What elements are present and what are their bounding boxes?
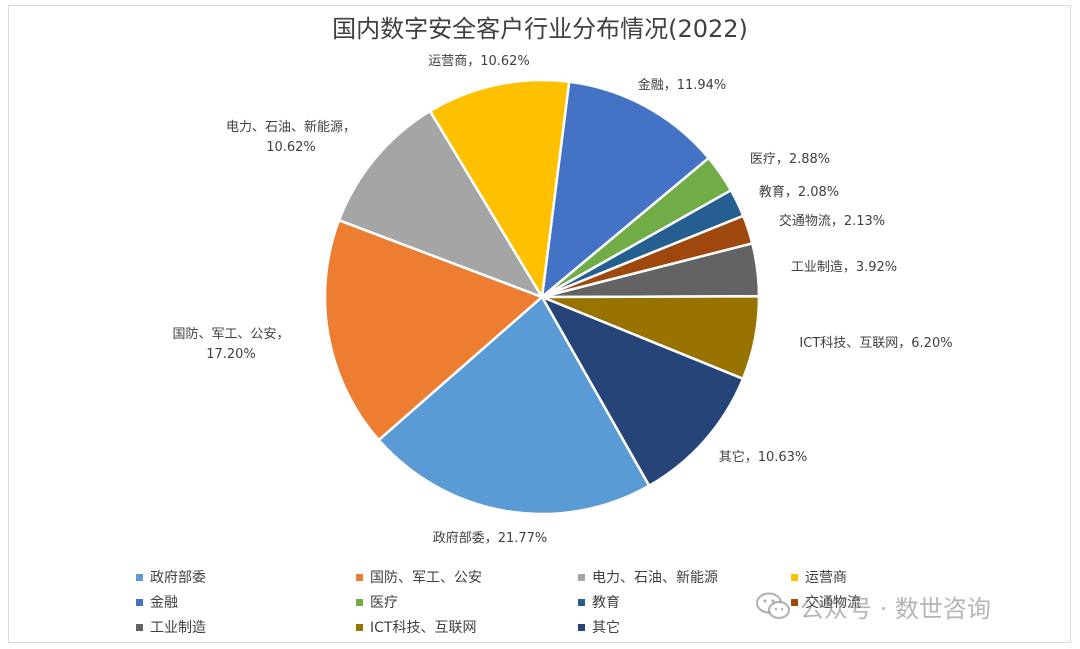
legend-label: 教育 (592, 595, 620, 611)
legend-item: 其它 (578, 618, 620, 636)
watermark: 公众号 · 数世咨询 (756, 588, 991, 624)
chart-legend: 政府部委 国防、军工、公安 电力、石油、新能源 运营商金融 医疗 教育 交通物流工业制造 IC… (136, 568, 936, 636)
pie-data-labels: 金融，11.94% 医疗，2.88% 教育，2.08% 交通物流，2.13% 工业制造，… (172, 54, 952, 546)
legend-swatch (136, 623, 143, 631)
data-label-5: 工业制造，3.92% (791, 260, 897, 275)
pie-slice-10 (337, 109, 545, 300)
legend-swatch (356, 623, 363, 631)
pie-slice-7 (539, 294, 745, 488)
legend-swatch (356, 573, 363, 581)
legend-item: 运营商 (791, 568, 847, 586)
legend-item: 政府部委 (136, 568, 206, 586)
pie-slice-1 (540, 80, 711, 300)
legend-label: ICT科技、互联网 (370, 620, 477, 636)
legend-swatch (791, 598, 798, 606)
pie-slice-11 (428, 78, 571, 301)
data-label-8: 政府部委，21.77% (433, 531, 548, 546)
legend-swatch (578, 598, 585, 606)
wechat-icon (756, 592, 790, 620)
chart-frame (8, 5, 1071, 643)
data-label-1: 金融，11.94% (638, 77, 727, 93)
legend-swatch (578, 573, 585, 581)
legend-label: 国防、军工、公安 (370, 570, 482, 586)
legend-swatch (791, 573, 798, 581)
legend-label: 交通物流 (805, 595, 861, 611)
legend-item: 医疗 (356, 593, 398, 611)
data-label-6: ICT科技、互联网，6.20% (799, 336, 952, 351)
legend-item: 金融 (136, 593, 178, 611)
legend-swatch (578, 623, 585, 631)
watermark-text: 公众号 · 数世咨询 (800, 594, 991, 623)
legend-label: 运营商 (805, 570, 847, 586)
legend-item: 电力、石油、新能源 (578, 568, 718, 586)
legend-swatch (136, 598, 143, 606)
legend-label: 电力、石油、新能源 (592, 570, 718, 586)
data-label-2: 医疗，2.88% (750, 152, 830, 167)
legend-item: ICT科技、互联网 (356, 618, 476, 636)
legend-item: 交通物流 (791, 593, 861, 611)
legend-label: 工业制造 (150, 620, 206, 636)
data-label-9: 国防、军工、公安， 17.20% (172, 326, 289, 362)
data-label-11: 运营商，10.62% (428, 54, 530, 69)
legend-swatch (356, 598, 363, 606)
legend-item: 工业制造 (136, 618, 206, 636)
data-label-3: 教育，2.08% (759, 184, 839, 200)
pie-slice-9 (323, 218, 545, 442)
legend-item: 国防、军工、公安 (356, 568, 482, 586)
data-label-4: 交通物流，2.13% (779, 213, 885, 229)
pie-slices (323, 78, 761, 516)
legend-swatch (136, 573, 143, 581)
legend-label: 其它 (592, 620, 620, 636)
legend-label: 政府部委 (150, 570, 206, 586)
data-label-10: 电力、石油、新能源， 10.62% (226, 119, 356, 155)
legend-label: 金融 (150, 595, 178, 611)
legend-item: 教育 (578, 593, 620, 611)
pie-slice-8 (376, 295, 651, 516)
data-label-7: 其它，10.63% (719, 449, 808, 465)
legend-label: 医疗 (370, 595, 398, 611)
chart-title: 国内数字安全客户行业分布情况(2022) (332, 15, 748, 43)
